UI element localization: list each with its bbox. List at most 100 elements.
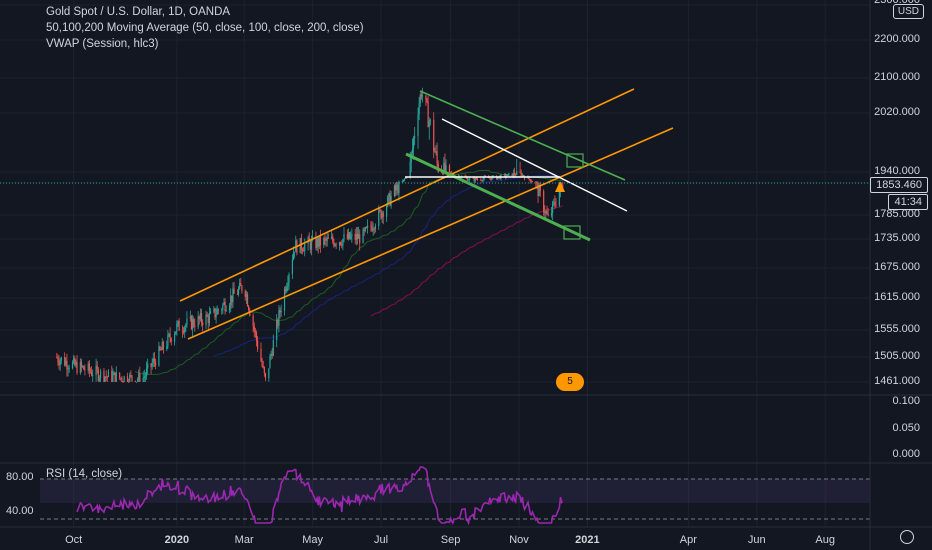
candle-body (333, 241, 335, 246)
candle-body (389, 193, 391, 206)
candle-body (88, 363, 90, 371)
candle-body (401, 181, 403, 183)
candle-body (161, 342, 163, 351)
candle-body (186, 318, 188, 325)
vwap-legend[interactable]: VWAP (Session, hlc3) (46, 38, 159, 50)
candle-body (554, 201, 556, 205)
candle-body (419, 94, 421, 104)
candle-body (200, 313, 203, 323)
candle-body (182, 331, 185, 333)
candle-body (503, 174, 506, 176)
candle-body (257, 340, 259, 349)
candle-body (260, 348, 262, 362)
candle-body (82, 366, 84, 367)
candle-body (245, 294, 248, 297)
candle-body (315, 236, 317, 249)
event-badge[interactable]: 5 (556, 373, 584, 391)
candle-body (154, 361, 157, 366)
candle-body (530, 181, 532, 183)
currency-button[interactable]: USD (892, 4, 924, 19)
candle-body (231, 295, 233, 302)
price-axis-label: 1675.000 (874, 261, 920, 273)
candle-body (512, 173, 514, 177)
candle-body (115, 372, 117, 382)
candle-body (128, 382, 130, 383)
candle-body (103, 370, 105, 382)
candle-body (394, 185, 397, 191)
candle-body (144, 375, 147, 377)
candle-body (98, 378, 101, 381)
candle-body (363, 229, 365, 231)
gear-icon[interactable] (900, 530, 914, 544)
candle-body (553, 201, 555, 203)
candle-body (340, 242, 342, 245)
candle-body (84, 369, 86, 371)
candle-body (151, 363, 153, 367)
candle-body (143, 376, 145, 379)
candle-body (354, 233, 356, 240)
candle-body (112, 374, 114, 382)
candle-body (492, 175, 494, 177)
candle-body (504, 174, 507, 178)
candle-body (334, 244, 336, 246)
time-axis-label: Oct (65, 534, 83, 546)
moving-average-lines (135, 169, 563, 376)
candle-body (349, 232, 351, 239)
candle-body (270, 353, 272, 356)
candle-body (253, 326, 255, 331)
candle-body (469, 178, 471, 180)
candle-body (59, 360, 61, 366)
candle-body (403, 178, 406, 180)
rsi-line (76, 466, 564, 526)
candle-body (232, 288, 234, 302)
candle-body (362, 229, 364, 244)
candle-body (365, 227, 368, 229)
candle-body (288, 274, 290, 283)
time-axis-label: 2021 (575, 534, 600, 546)
candle-body (310, 239, 313, 250)
candle-body (373, 228, 375, 230)
candle-body (145, 368, 148, 376)
candle-body (516, 171, 518, 175)
candle-body (123, 376, 125, 382)
candle-body (276, 320, 278, 341)
time-axis-label: May (302, 534, 323, 546)
candle-body (303, 250, 305, 252)
candle-body (178, 320, 180, 331)
candle-body (309, 241, 311, 250)
candle-body (449, 172, 452, 174)
candle-body (240, 283, 242, 286)
candle-body (371, 226, 373, 231)
candle-body (324, 238, 326, 239)
candle-body (291, 259, 293, 275)
candle-body (79, 361, 81, 374)
rsi-legend[interactable]: RSI (14, close) (46, 468, 123, 480)
candle-body (491, 176, 493, 180)
candle-body (529, 179, 531, 182)
candle-body (223, 302, 225, 305)
candle-body (497, 177, 499, 180)
candle-body (198, 316, 200, 320)
candle-body (60, 357, 62, 361)
ma-legend[interactable]: 50,100,200 Moving Average (50, close, 10… (46, 22, 364, 34)
candle-body (197, 316, 199, 327)
candle-body (342, 239, 344, 246)
candle-body (244, 291, 246, 297)
candle-body (215, 314, 217, 318)
candle-body (308, 237, 310, 242)
candle-body (355, 233, 357, 240)
candle-body (545, 211, 547, 214)
candle-body (364, 227, 366, 231)
rsi-pane (40, 466, 870, 526)
candle-body (228, 305, 231, 310)
candle-body (130, 375, 132, 376)
candle-body (64, 357, 66, 366)
candle-body (444, 162, 446, 173)
time-axis-label: Apr (679, 534, 697, 546)
candle-body (543, 191, 545, 212)
candle-body (381, 212, 383, 219)
candle-body (436, 151, 438, 164)
candle-body (397, 184, 399, 194)
